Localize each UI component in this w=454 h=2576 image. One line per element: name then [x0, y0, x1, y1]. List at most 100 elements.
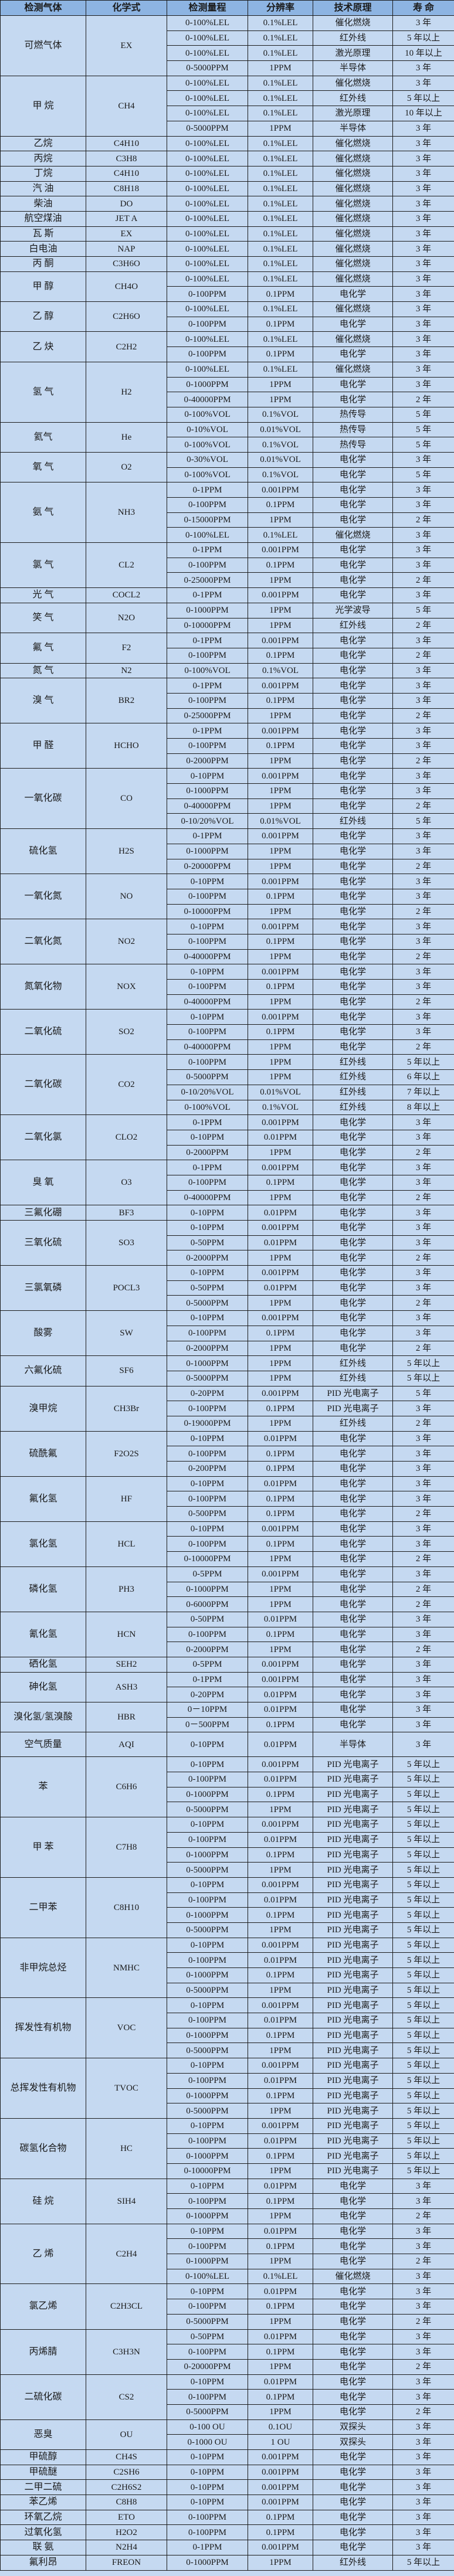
lifespan-cell: 3 年: [392, 1220, 454, 1236]
formula-cell: O2: [86, 451, 167, 483]
formula-cell: CH3Br: [86, 1385, 167, 1432]
principle-cell: 电化学: [313, 451, 393, 468]
formula-cell: C6H6: [86, 1756, 167, 1818]
gas-name-cell: 瓦 斯: [0, 226, 86, 242]
resolution-cell: 1PPM: [248, 903, 313, 920]
resolution-cell: 0.01PPM: [248, 1205, 313, 1221]
formula-cell: N2O: [86, 602, 167, 634]
range-cell: 0-100PPM: [167, 346, 248, 362]
lifespan-cell: 5 年以上: [392, 2013, 454, 2028]
range-cell: 0-100PPM: [167, 1952, 248, 1968]
table-row: 0-1000PPM 0.1PPM PID 光电离子 5 年以上: [1, 1786, 454, 1803]
range-cell: 0-40000PPM: [167, 949, 248, 965]
principle-cell: PID 光电离子: [313, 2013, 393, 2028]
gas-name-cell: 二氧化碳: [0, 1054, 86, 1116]
range-cell: 0-40000PPM: [167, 392, 248, 407]
principle-cell: 半导体: [313, 120, 393, 137]
gas-name-cell: 二氧化氯: [0, 1114, 86, 1161]
gas-name-cell: 一氧化碳: [0, 768, 86, 830]
lifespan-cell: 3 年: [392, 874, 454, 889]
formula-cell: CH4: [86, 75, 167, 137]
principle-cell: 催化燃烧: [313, 361, 393, 378]
principle-cell: 电化学: [313, 723, 393, 739]
principle-cell: 电化学: [313, 1506, 393, 1522]
range-cell: 0-100PPM: [167, 888, 248, 905]
lifespan-cell: 3 年: [392, 286, 454, 303]
resolution-cell: 0.1%LEL: [248, 301, 313, 317]
resolution-cell: 0.001PPM: [248, 1817, 313, 1833]
principle-cell: 电化学: [313, 2358, 393, 2375]
principle-cell: 催化燃烧: [313, 301, 393, 317]
gas-name-cell: 空气质量: [0, 1732, 86, 1758]
formula-cell: SF6: [86, 1355, 167, 1386]
lifespan-cell: 3 年: [392, 1702, 454, 1718]
table-row: 乙 醇 C2H6O 0-100%LEL 0.1%LEL 催化燃烧 3 年: [0, 301, 454, 332]
principle-cell: PID 光电离子: [313, 2088, 393, 2104]
range-cell: 0-100PPM: [167, 2072, 248, 2089]
resolution-cell: 1PPM: [248, 2404, 313, 2420]
range-cell: 0-50PPM: [167, 1235, 248, 1251]
principle-cell: 半导体: [313, 1732, 393, 1758]
range-cell: 0-10PPM: [167, 1430, 248, 1447]
principle-cell: PID 光电离子: [313, 1401, 393, 1416]
range-cell: 0-100%LEL: [167, 15, 248, 31]
lifespan-cell: 3 年: [392, 135, 454, 152]
principle-cell: PID 光电离子: [313, 1862, 393, 1878]
lifespan-cell: 2 年: [392, 708, 454, 724]
resolution-cell: 0.1PPM: [248, 286, 313, 303]
resolution-cell: 0.1PPM: [248, 2027, 313, 2044]
formula-cell: CO: [86, 768, 167, 830]
table-row: 0-100%LEL 0.1%LEL 催化燃烧 3 年: [1, 527, 454, 543]
resolution-cell: 1PPM: [248, 1295, 313, 1311]
table-row: 0-40000PPM 1PPM 电化学 2 年: [1, 798, 454, 814]
resolution-cell: 0.1PPM: [248, 1461, 313, 1477]
resolution-cell: 1PPM: [248, 1642, 313, 1657]
range-cell: 0-100PPM: [167, 2299, 248, 2315]
table-row: 0-10/20%VOL 0.01%VOL 红外线 5 年: [1, 813, 454, 830]
lifespan-cell: 2 年: [392, 1506, 454, 1522]
table-row: 氮氧化物 NOX 0-10PPM 0.001PPM 电化学 3 年: [0, 964, 454, 1010]
principle-cell: 电化学: [313, 512, 393, 528]
table-row: 0-100PPM 0.01PPM PID 光电离子 5 年以上: [1, 2013, 454, 2028]
lifespan-cell: 3 年: [392, 2419, 454, 2435]
range-cell: 0－500PPM: [167, 1717, 248, 1733]
table-row: 0-1000PPM 1PPM 电化学 2 年: [1, 2254, 454, 2269]
lifespan-cell: 3 年: [392, 1656, 454, 1673]
formula-cell: H2S: [86, 828, 167, 875]
formula-cell: POCL3: [86, 1265, 167, 1311]
range-cell: 0-200PPM: [167, 1461, 248, 1477]
resolution-cell: 1PPM: [248, 858, 313, 875]
table-row: 空气质量 AQI 0-10PPM 0.01PPM 半导体 3 年: [0, 1732, 454, 1758]
range-cell: 0-50PPM: [167, 1611, 248, 1627]
formula-cell: C8H8: [86, 2495, 167, 2510]
table-row: 0-20PPM 0.01PPM 电化学 3 年: [1, 1687, 454, 1702]
range-cell: 0-5000PPM: [167, 2103, 248, 2119]
table-row: 过氧化氢 H2O2 0-100PPM 0.1PPM 电化学 3 年: [0, 2524, 454, 2541]
principle-cell: PID 光电离子: [313, 1786, 393, 1803]
principle-cell: 电化学: [313, 467, 393, 483]
table-row: 0-5000PPM 1PPM PID 光电离子 5 年以上: [1, 1922, 454, 1938]
lifespan-cell: 2 年: [392, 949, 454, 965]
resolution-cell: 0.1%LEL: [248, 2268, 313, 2285]
lifespan-cell: 5 年以上: [392, 2118, 454, 2134]
table-row: 0-5000PPM 1PPM 电化学 2 年: [1, 1295, 454, 1311]
principle-cell: 电化学: [313, 1295, 393, 1311]
gas-name-cell: 氟利昂: [0, 2554, 86, 2571]
range-cell: 0-100PPM: [167, 557, 248, 573]
range-cell: 0-100%VOL: [167, 467, 248, 483]
table-row: 0-5000PPM 1PPM 红外线 5 年以上: [1, 1370, 454, 1386]
lifespan-cell: 5 年以上: [392, 1786, 454, 1803]
gas-name-cell: 丁烷: [0, 165, 86, 182]
principle-cell: 电化学: [313, 2178, 393, 2194]
principle-cell: 电化学: [313, 1205, 393, 1221]
table-row: 二氧化氮 NO2 0-10PPM 0.001PPM 电化学 3 年: [0, 919, 454, 965]
principle-cell: 电化学: [313, 1265, 393, 1281]
table-row: 0-100PPM 0.1PPM 电化学 3 年: [1, 2344, 454, 2360]
lifespan-cell: 5 年: [392, 1385, 454, 1402]
principle-cell: 电化学: [313, 828, 393, 844]
table-row: 0-100PPM 0.1PPM 电化学 3 年: [1, 1325, 454, 1341]
table-row: 0-25000PPM 1PPM 电化学 2 年: [1, 572, 454, 589]
principle-cell: 红外线: [313, 1069, 393, 1085]
gas-name-cell: 氨 气: [0, 482, 86, 543]
range-cell: 0-100%LEL: [167, 30, 248, 46]
